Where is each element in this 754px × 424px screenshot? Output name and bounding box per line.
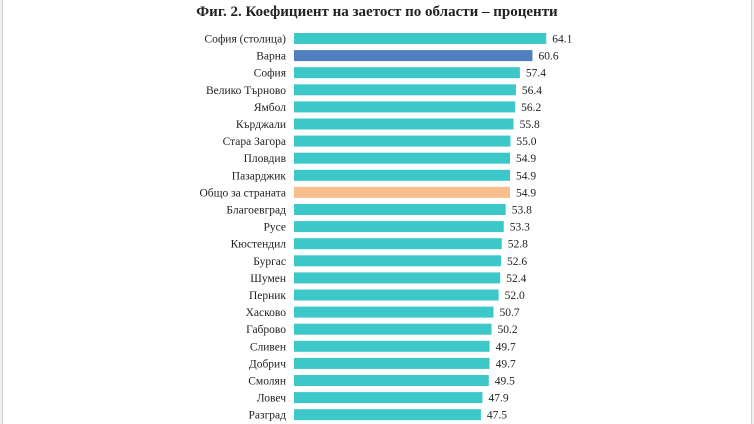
value-label: 56.4	[522, 85, 542, 97]
category-label: Шумен	[250, 273, 286, 285]
category-label: Общо за страната	[199, 187, 286, 199]
bar	[294, 50, 533, 62]
bar	[294, 186, 511, 198]
value-label: 54.9	[516, 187, 536, 199]
value-label: 50.2	[498, 324, 518, 336]
bar	[294, 152, 511, 164]
category-label: Ямбол	[254, 102, 286, 114]
bar	[294, 101, 516, 113]
bar	[294, 169, 511, 181]
category-label: Габрово	[246, 324, 286, 336]
bar	[294, 289, 499, 301]
value-label: 47.5	[487, 410, 507, 422]
value-label: 57.4	[526, 68, 546, 80]
category-label: Пловдив	[244, 153, 287, 165]
category-label: Сливен	[250, 341, 286, 353]
value-label: 47.9	[488, 393, 508, 405]
category-label: Стара Загора	[223, 136, 286, 148]
category-label: Варна	[256, 51, 286, 63]
category-label: София	[254, 68, 287, 80]
chart-title: Фиг. 2. Коефициент на заетост по области…	[196, 4, 558, 20]
value-label: 52.6	[507, 256, 527, 268]
bar	[294, 255, 501, 267]
value-label: 53.8	[512, 205, 532, 217]
value-label: 52.0	[505, 290, 525, 302]
value-label: 49.5	[495, 376, 515, 388]
value-label: 56.2	[521, 102, 541, 114]
category-label: Благоевград	[226, 205, 286, 217]
value-label: 55.8	[520, 119, 540, 131]
bar	[294, 221, 504, 233]
bar	[294, 392, 483, 404]
category-label: Ловеч	[257, 393, 286, 405]
category-label: Велико Търново	[206, 85, 286, 97]
bar	[294, 67, 520, 79]
bar	[294, 272, 501, 284]
category-label: Пазарджик	[232, 170, 287, 182]
value-label: 49.7	[496, 341, 516, 353]
value-label: 55.0	[516, 136, 536, 148]
bar	[294, 84, 516, 96]
bar	[294, 357, 490, 369]
bar	[294, 238, 502, 250]
bar	[294, 135, 511, 147]
value-label: 49.7	[496, 358, 516, 370]
category-label: Добрич	[249, 358, 286, 370]
value-label: 54.9	[516, 170, 536, 182]
left-page-border	[2, 0, 3, 424]
bar	[294, 306, 494, 318]
category-label: Разград	[249, 410, 287, 422]
bar	[294, 340, 490, 352]
bar	[294, 33, 547, 44]
category-label: Кърджали	[236, 119, 286, 131]
bar	[294, 409, 481, 421]
value-label: 52.4	[506, 273, 526, 285]
value-label: 50.7	[500, 307, 520, 319]
category-label: Бургас	[253, 256, 286, 268]
value-label: 64.1	[552, 34, 572, 46]
value-label: 53.3	[510, 222, 530, 234]
value-label: 54.9	[516, 153, 536, 165]
category-label: София (столица)	[204, 34, 286, 46]
category-label: Смолян	[248, 376, 286, 388]
category-label: Хасково	[246, 307, 287, 319]
bar	[294, 375, 489, 386]
value-label: 52.8	[508, 239, 528, 251]
category-label: Кюстендил	[231, 239, 287, 251]
category-label: Перник	[249, 290, 286, 302]
category-label: Русе	[264, 222, 287, 234]
value-label: 60.6	[538, 51, 558, 63]
bar	[294, 118, 514, 130]
bar	[294, 323, 492, 335]
bar	[294, 204, 506, 215]
right-page-border	[751, 0, 752, 424]
